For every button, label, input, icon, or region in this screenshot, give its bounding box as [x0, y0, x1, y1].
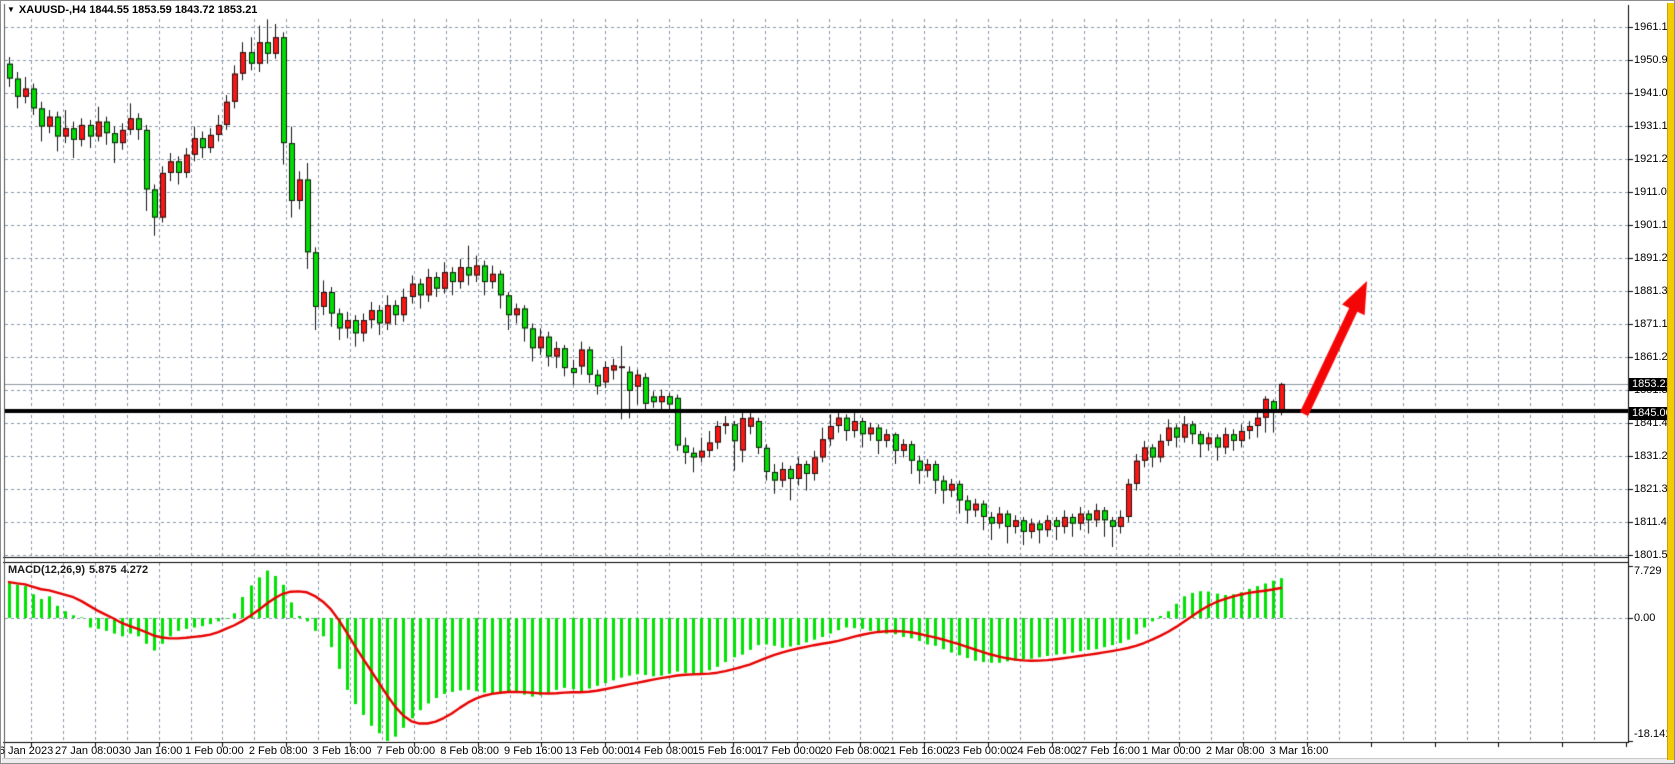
window-bottom-strip	[2, 758, 1674, 763]
time-axis-label: 17 Feb 00:00	[756, 745, 822, 757]
price-axis-label: 1911.00	[1634, 186, 1673, 198]
time-axis-label: 1 Feb 00:00	[185, 745, 244, 757]
price-axis-label: 1861.20	[1634, 351, 1674, 363]
time-axis-label: 23 Feb 00:00	[947, 745, 1013, 757]
price-axis-label: 1941.00	[1634, 87, 1674, 99]
price-axis-label: 1811.40	[1634, 516, 1673, 528]
time-axis-label: 15 Feb 16:00	[692, 745, 758, 757]
time-axis-label: 2 Feb 08:00	[248, 745, 308, 757]
price-axis-label: 1931.10	[1634, 120, 1674, 132]
price-axis-label: 1871.10	[1634, 318, 1674, 330]
price-axis-label: 1841.40	[1634, 417, 1674, 429]
time-axis-label: 24 Feb 08:00	[1011, 745, 1077, 757]
time-axis-label: 14 Feb 08:00	[628, 745, 694, 757]
time-axis-label: 3 Feb 16:00	[312, 745, 372, 757]
macd-name: MACD(12,26,9)	[8, 564, 86, 576]
macd-signal-value: 4.272	[120, 564, 149, 576]
chart-title-text: XAUUSD-,H4 1844.55 1853.59 1843.72 1853.…	[18, 4, 258, 16]
chart-title: ▼ XAUUSD-,H4 1844.55 1853.59 1843.72 1853…	[7, 4, 257, 16]
time-axis-label: 1 Mar 00:00	[1142, 745, 1201, 757]
time-axis-label: 27 Jan 08:00	[54, 745, 119, 757]
time-axis-label: 27 Feb 16:00	[1075, 745, 1141, 757]
time-axis-label: 21 Feb 16:00	[883, 745, 949, 757]
symbol-dropdown-icon[interactable]: ▼	[7, 5, 15, 14]
price-axis-label: 1961.10	[1634, 21, 1674, 33]
current-price-tag: 1853.21	[1629, 378, 1674, 391]
price-axis-label: 1821.30	[1634, 483, 1674, 495]
time-axis-label: 3 Mar 16:00	[1269, 745, 1329, 757]
time-axis-label: 8 Feb 08:00	[440, 745, 499, 757]
window-accent-band	[1667, 3, 1674, 760]
price-axis-label: 1921.20	[1634, 153, 1674, 165]
hline-price-tag[interactable]: 1845.00	[1629, 407, 1674, 420]
macd-axis-label: 7.729	[1634, 565, 1662, 577]
price-axis-label: 1891.20	[1634, 252, 1674, 264]
price-axis-label: 1801.50	[1634, 549, 1674, 561]
time-axis-label: 20 Feb 08:00	[819, 745, 885, 757]
price-axis-label: 1950.90	[1634, 54, 1674, 66]
time-axis-label: 9 Feb 16:00	[504, 745, 563, 757]
time-axis-label: 2 Mar 08:00	[1205, 745, 1265, 757]
price-axis-label: 1901.10	[1634, 219, 1674, 231]
macd-indicator-label: MACD(12,26,9) 5.875 4.272	[8, 564, 152, 576]
time-axis-label: 30 Jan 16:00	[118, 745, 183, 757]
time-axis-label: 13 Feb 00:00	[564, 745, 630, 757]
macd-axis-label: 0.00	[1634, 612, 1656, 624]
macd-axis-label: -18.141	[1634, 728, 1672, 740]
macd-main-value: 5.875	[89, 564, 117, 576]
time-axis-label: 7 Feb 00:00	[376, 745, 436, 757]
time-axis-label: 26 Jan 2023	[1, 745, 54, 757]
price-axis-label: 1881.30	[1634, 285, 1674, 297]
price-axis-label: 1831.20	[1634, 450, 1674, 462]
